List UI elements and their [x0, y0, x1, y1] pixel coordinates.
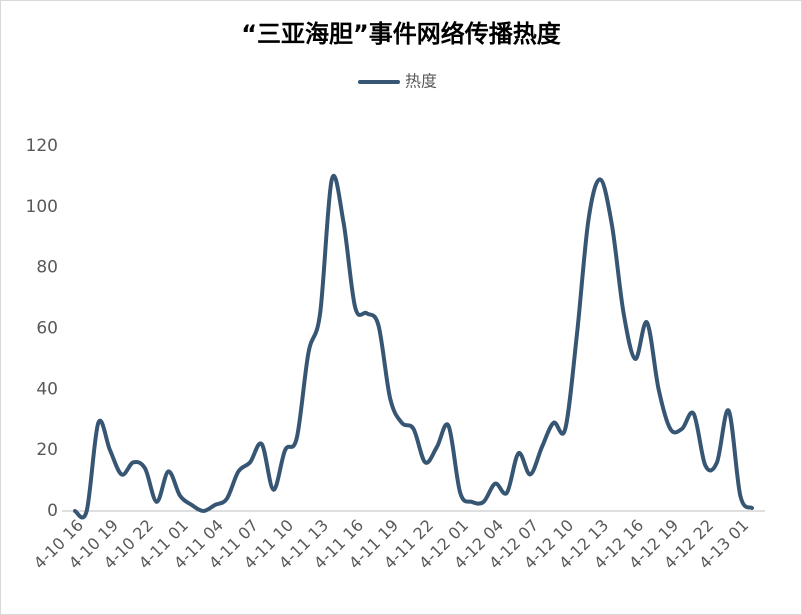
y-tick-label: 120 — [26, 136, 58, 156]
chart-title: “三亚海胆”事件网络传播热度 — [241, 20, 562, 48]
y-tick-label: 100 — [26, 197, 58, 217]
y-tick-label: 0 — [47, 501, 58, 521]
line — [73, 174, 754, 520]
legend-label: 热度 — [405, 72, 437, 91]
y-tick-label: 40 — [36, 379, 58, 399]
y-tick-label: 20 — [36, 440, 58, 460]
y-tick-label: 60 — [36, 319, 58, 339]
y-tick-label: 80 — [36, 258, 58, 278]
